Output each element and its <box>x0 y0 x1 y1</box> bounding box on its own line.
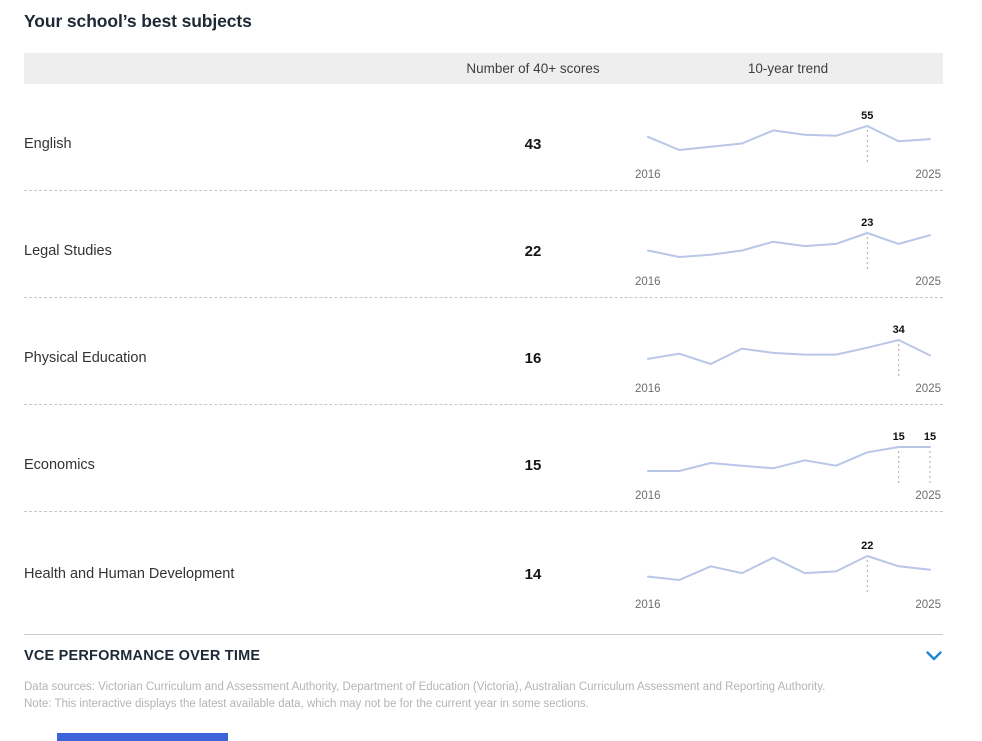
subject-label: Legal Studies <box>24 243 112 259</box>
trend-sparkline: 55 2016 2025 <box>633 104 943 184</box>
subject-label: Physical Education <box>24 350 147 366</box>
disclaimer-note: Note: This interactive displays the late… <box>24 697 589 710</box>
score-value: 15 <box>524 456 542 474</box>
sparkline-svg: 23 2016 2025 <box>635 217 941 288</box>
chevron-down-icon[interactable] <box>925 649 943 663</box>
column-header-trend: 10-year trend <box>747 61 829 76</box>
svg-text:2025: 2025 <box>915 599 941 611</box>
footnotes: Data sources: Victorian Curriculum and A… <box>24 679 943 712</box>
trend-sparkline: 22 2016 2025 <box>633 534 943 614</box>
best-subjects-panel: Your school’s best subjects Number of 40… <box>0 11 982 712</box>
svg-text:2016: 2016 <box>635 490 661 502</box>
svg-text:2025: 2025 <box>915 383 941 395</box>
section-heading: VCE PERFORMANCE OVER TIME <box>24 648 261 664</box>
sparkline-svg: 34 2016 2025 <box>635 324 941 395</box>
column-header-scores: Number of 40+ scores <box>466 61 600 76</box>
table-row: English 43 55 2016 2025 <box>24 84 943 191</box>
table-header: Number of 40+ scores 10-year trend <box>24 53 943 84</box>
subject-label: Economics <box>24 457 95 473</box>
svg-text:15: 15 <box>924 431 936 443</box>
svg-text:2016: 2016 <box>635 276 661 288</box>
score-value: 43 <box>524 135 542 153</box>
table-row: Health and Human Development 14 22 2016 20… <box>24 512 943 634</box>
vce-performance-accordion-header[interactable]: VCE PERFORMANCE OVER TIME <box>24 634 943 675</box>
table-row: Economics 15 15 15 2016 2025 <box>24 405 943 512</box>
svg-text:2025: 2025 <box>915 490 941 502</box>
partially-visible-blue-element[interactable] <box>57 733 228 741</box>
svg-text:22: 22 <box>861 540 873 552</box>
svg-text:34: 34 <box>893 324 906 336</box>
svg-text:15: 15 <box>893 431 905 443</box>
trend-sparkline: 23 2016 2025 <box>633 211 943 291</box>
sparkline-svg: 15 15 2016 2025 <box>635 431 941 502</box>
svg-text:55: 55 <box>861 110 873 122</box>
score-value: 16 <box>524 349 542 367</box>
svg-text:2025: 2025 <box>915 169 941 181</box>
table-row: Physical Education 16 34 2016 2025 <box>24 298 943 405</box>
trend-sparkline: 34 2016 2025 <box>633 318 943 398</box>
subject-label: English <box>24 136 72 152</box>
svg-text:2016: 2016 <box>635 383 661 395</box>
score-value: 14 <box>524 565 542 583</box>
score-value: 22 <box>524 242 542 260</box>
data-sources-note: Data sources: Victorian Curriculum and A… <box>24 681 826 693</box>
sparkline-svg: 55 2016 2025 <box>635 110 941 181</box>
svg-text:23: 23 <box>861 217 873 229</box>
svg-text:2025: 2025 <box>915 276 941 288</box>
page-title: Your school’s best subjects <box>24 11 252 31</box>
svg-text:2016: 2016 <box>635 599 661 611</box>
subject-label: Health and Human Development <box>24 566 235 582</box>
trend-sparkline: 15 15 2016 2025 <box>633 425 943 505</box>
table-row: Legal Studies 22 23 2016 2025 <box>24 191 943 298</box>
sparkline-svg: 22 2016 2025 <box>635 540 941 611</box>
svg-text:2016: 2016 <box>635 169 661 181</box>
